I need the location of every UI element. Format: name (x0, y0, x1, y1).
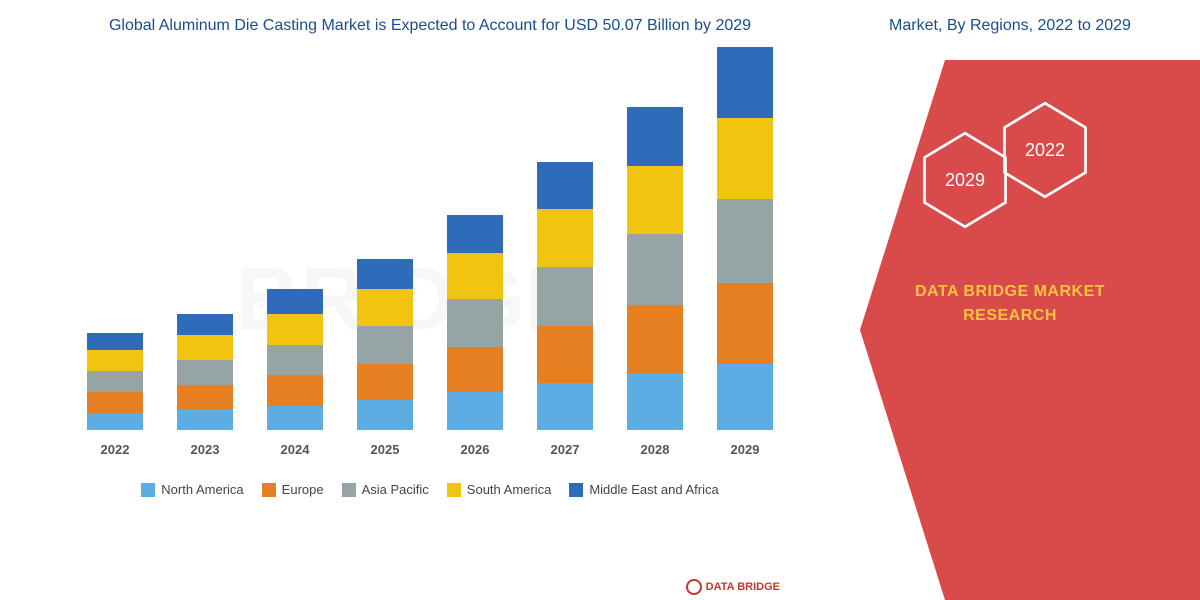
bar-segment (717, 118, 773, 199)
footer-logo-text: DATA BRIDGE (706, 581, 780, 593)
footer-logo-icon (686, 579, 702, 595)
bar-group: 2027 (530, 162, 600, 458)
bar-stack (537, 162, 593, 431)
bar-segment (537, 267, 593, 326)
bar-segment (87, 413, 143, 430)
bar-category-label: 2025 (371, 442, 400, 457)
bar-segment (177, 409, 233, 430)
legend-swatch (447, 483, 461, 497)
bar-segment (537, 326, 593, 383)
bar-segment (447, 215, 503, 253)
bar-segment (87, 333, 143, 350)
bar-segment (87, 350, 143, 371)
legend-item: Europe (262, 482, 324, 497)
legend-swatch (342, 483, 356, 497)
bar-segment (177, 360, 233, 385)
legend-swatch (262, 483, 276, 497)
hexagon-2029: 2029 (920, 130, 1010, 230)
bar-segment (717, 47, 773, 118)
side-panel-header: Market, By Regions, 2022 to 2029 (869, 0, 1151, 47)
legend-label: Middle East and Africa (589, 482, 718, 497)
legend-item: Middle East and Africa (569, 482, 718, 497)
bar-segment (447, 347, 503, 393)
bar-segment (447, 392, 503, 430)
bar-segment (537, 162, 593, 210)
chart-legend: North America Europe Asia Pacific South Ame… (60, 482, 800, 497)
bar-group: 2024 (260, 289, 330, 457)
bar-stack (447, 215, 503, 430)
legend-label: Europe (282, 482, 324, 497)
bar-group: 2028 (620, 107, 690, 458)
side-panel: Market, By Regions, 2022 to 2029 2029 20… (820, 0, 1200, 600)
bar-stack (717, 47, 773, 431)
bar-category-label: 2029 (731, 442, 760, 457)
bar-group: 2029 (710, 47, 780, 458)
chart-title: Global Aluminum Die Casting Market is Ex… (60, 15, 800, 37)
bar-segment (267, 345, 323, 375)
legend-swatch (141, 483, 155, 497)
bar-segment (357, 326, 413, 364)
legend-swatch (569, 483, 583, 497)
bar-stack (357, 259, 413, 430)
bar-segment (357, 364, 413, 400)
bar-segment (87, 392, 143, 413)
bar-segment (177, 335, 233, 360)
brand-line-2: RESEARCH (880, 304, 1140, 328)
hexagon-label: 2022 (1025, 140, 1065, 161)
bar-segment (177, 314, 233, 335)
bar-category-label: 2026 (461, 442, 490, 457)
main-container: BRIDGE Global Aluminum Die Casting Marke… (0, 0, 1200, 600)
brand-text: DATA BRIDGE MARKET RESEARCH (880, 280, 1140, 328)
bar-category-label: 2022 (101, 442, 130, 457)
bar-group: 2026 (440, 215, 510, 457)
bar-segment (717, 199, 773, 283)
bar-group: 2025 (350, 259, 420, 457)
legend-label: North America (161, 482, 243, 497)
bar-segment (267, 406, 323, 431)
legend-item: South America (447, 482, 552, 497)
bar-category-label: 2023 (191, 442, 220, 457)
bar-segment (627, 234, 683, 304)
bar-group: 2022 (80, 333, 150, 457)
footer-logo: DATA BRIDGE (686, 579, 780, 595)
bar-segment (267, 375, 323, 405)
bar-category-label: 2027 (551, 442, 580, 457)
stacked-bar-plot: 2022 2023 2024 2025 2026 2027 2028 2029 (60, 57, 800, 457)
bar-stack (267, 289, 323, 430)
bar-category-label: 2028 (641, 442, 670, 457)
bar-segment (717, 364, 773, 431)
bar-stack (87, 333, 143, 430)
bar-segment (627, 305, 683, 374)
legend-item: North America (141, 482, 243, 497)
bar-segment (177, 385, 233, 410)
bar-segment (627, 166, 683, 235)
hexagon-group: 2029 2022 (920, 100, 1100, 240)
bar-segment (447, 253, 503, 299)
bar-segment (627, 107, 683, 166)
bar-segment (357, 289, 413, 325)
bar-segment (717, 283, 773, 364)
bar-stack (177, 314, 233, 430)
bar-segment (357, 259, 413, 289)
legend-item: Asia Pacific (342, 482, 429, 497)
bar-segment (267, 289, 323, 314)
bar-segment (537, 209, 593, 266)
bar-segment (537, 383, 593, 431)
bar-segment (87, 371, 143, 392)
bar-segment (627, 373, 683, 430)
hexagon-label: 2029 (945, 170, 985, 191)
bar-segment (267, 314, 323, 344)
legend-label: South America (467, 482, 552, 497)
bar-stack (627, 107, 683, 431)
legend-label: Asia Pacific (362, 482, 429, 497)
bar-category-label: 2024 (281, 442, 310, 457)
hexagon-2022: 2022 (1000, 100, 1090, 200)
brand-line-1: DATA BRIDGE MARKET (880, 280, 1140, 304)
bar-segment (357, 400, 413, 430)
bar-segment (447, 299, 503, 347)
chart-area: BRIDGE Global Aluminum Die Casting Marke… (0, 0, 820, 600)
bar-group: 2023 (170, 314, 240, 457)
